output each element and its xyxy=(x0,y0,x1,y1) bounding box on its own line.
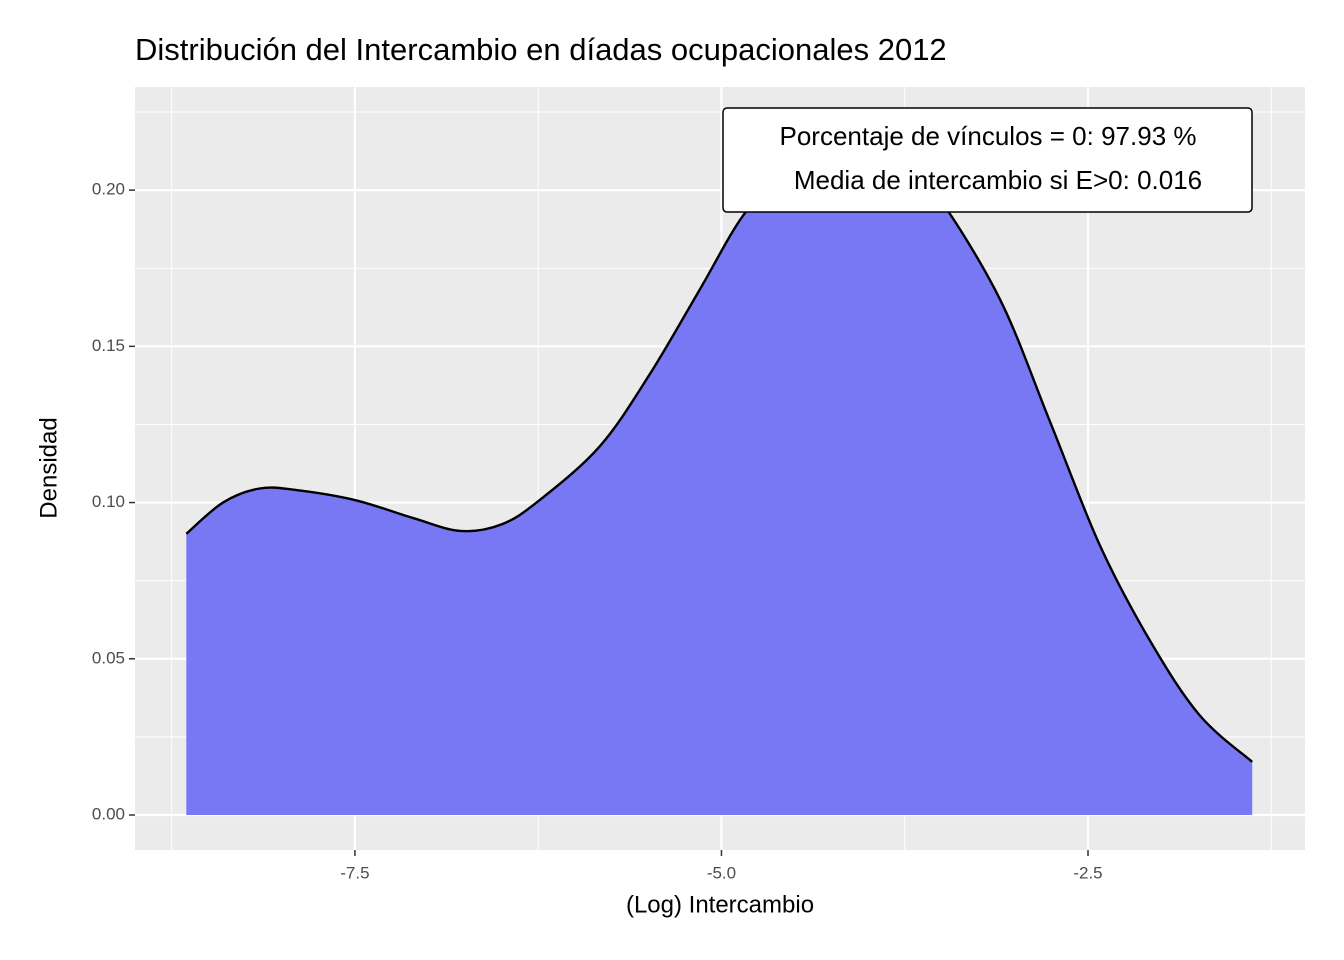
y-tick-label: 0.05 xyxy=(92,648,125,667)
x-tick-label: -2.5 xyxy=(1073,863,1102,882)
chart-title: Distribución del Intercambio en díadas o… xyxy=(135,32,947,67)
y-tick-label: 0.00 xyxy=(92,804,125,823)
annotation-text: Porcentaje de vínculos = 0: 97.93 % xyxy=(780,121,1197,151)
density-line xyxy=(185,147,1254,763)
y-tick-label: 0.20 xyxy=(92,180,125,199)
x-tick-label: -5.0 xyxy=(707,863,736,882)
y-tick-label: 0.15 xyxy=(92,336,125,355)
density-area xyxy=(186,148,1253,816)
annotation-text: Media de intercambio si E>0: 0.016 xyxy=(794,165,1202,195)
x-axis-title: (Log) Intercambio xyxy=(626,891,814,918)
y-axis-title: Densidad xyxy=(35,417,62,518)
annotation-box xyxy=(722,107,1253,213)
y-tick-label: 0.10 xyxy=(92,492,125,511)
x-tick-label: -7.5 xyxy=(340,863,369,882)
